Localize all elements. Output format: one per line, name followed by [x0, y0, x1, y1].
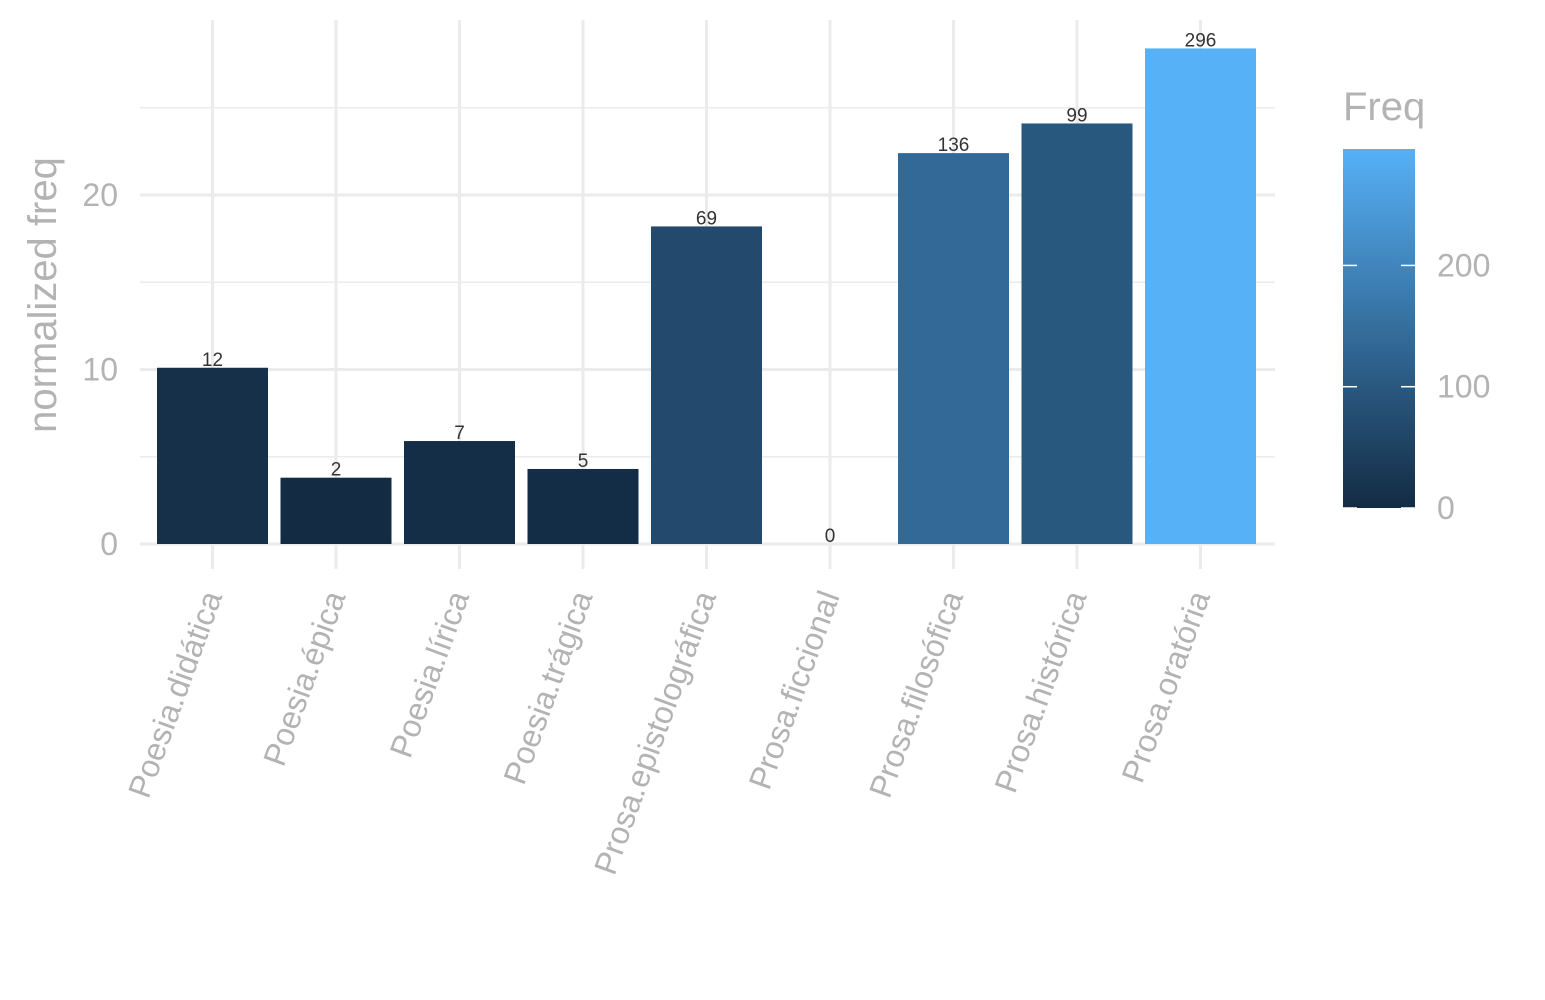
x-tick-label: Prosa.filosófica [862, 586, 970, 802]
bar [527, 468, 639, 544]
x-axis: Poesia.didática Poesia.épica Poesia.lírica… [121, 586, 1217, 879]
x-tick-label: Prosa.ficcional [742, 586, 847, 794]
bar-value-label: 5 [578, 451, 589, 472]
legend-ticks: 0 100 200 [1343, 247, 1490, 526]
bar [157, 367, 268, 544]
colorbar [1343, 149, 1415, 508]
bar-value-label: 296 [1185, 30, 1217, 51]
bar-value-label: 136 [938, 135, 970, 156]
y-axis-title: normalized freq [21, 157, 65, 433]
x-tick-label: Poesia.lírica [383, 586, 477, 762]
bar [1021, 123, 1133, 544]
legend-tick-label: 200 [1437, 247, 1490, 283]
bar [280, 477, 392, 544]
bars [157, 48, 1256, 545]
y-tick-label: 10 [82, 352, 118, 388]
bar [404, 441, 515, 544]
bar-value-label: 12 [202, 350, 223, 371]
bar-value-label: 69 [696, 208, 717, 229]
x-tick-label: Poesia.didática [121, 586, 229, 802]
legend-tick-label: 100 [1437, 369, 1490, 405]
bar-value-label: 2 [331, 460, 342, 481]
bar [898, 153, 1009, 544]
y-tick-label: 0 [100, 526, 118, 562]
legend-tick-label: 0 [1437, 490, 1455, 526]
x-tick-label: Prosa.oratória [1115, 586, 1218, 787]
bar-value-label: 7 [454, 423, 465, 444]
bar-value-label: 99 [1066, 105, 1087, 126]
bar-labels: 12 2 7 5 69 0 136 99 296 [202, 30, 1216, 547]
bar [1145, 48, 1256, 545]
x-tick-label: Poesia.épica [256, 586, 353, 771]
x-tick-label: Prosa.histórica [987, 586, 1093, 797]
y-axis: 0 10 20 [82, 177, 118, 562]
bar-value-label: 0 [825, 526, 836, 547]
y-tick-label: 20 [82, 177, 118, 213]
x-tick-label: Prosa.epistolográfica [587, 586, 723, 879]
legend-title: Freq [1343, 85, 1425, 129]
bar [651, 226, 762, 544]
legend: Freq 0 100 200 [1343, 85, 1490, 526]
x-tick-label: Poesia.trágica [496, 586, 599, 789]
